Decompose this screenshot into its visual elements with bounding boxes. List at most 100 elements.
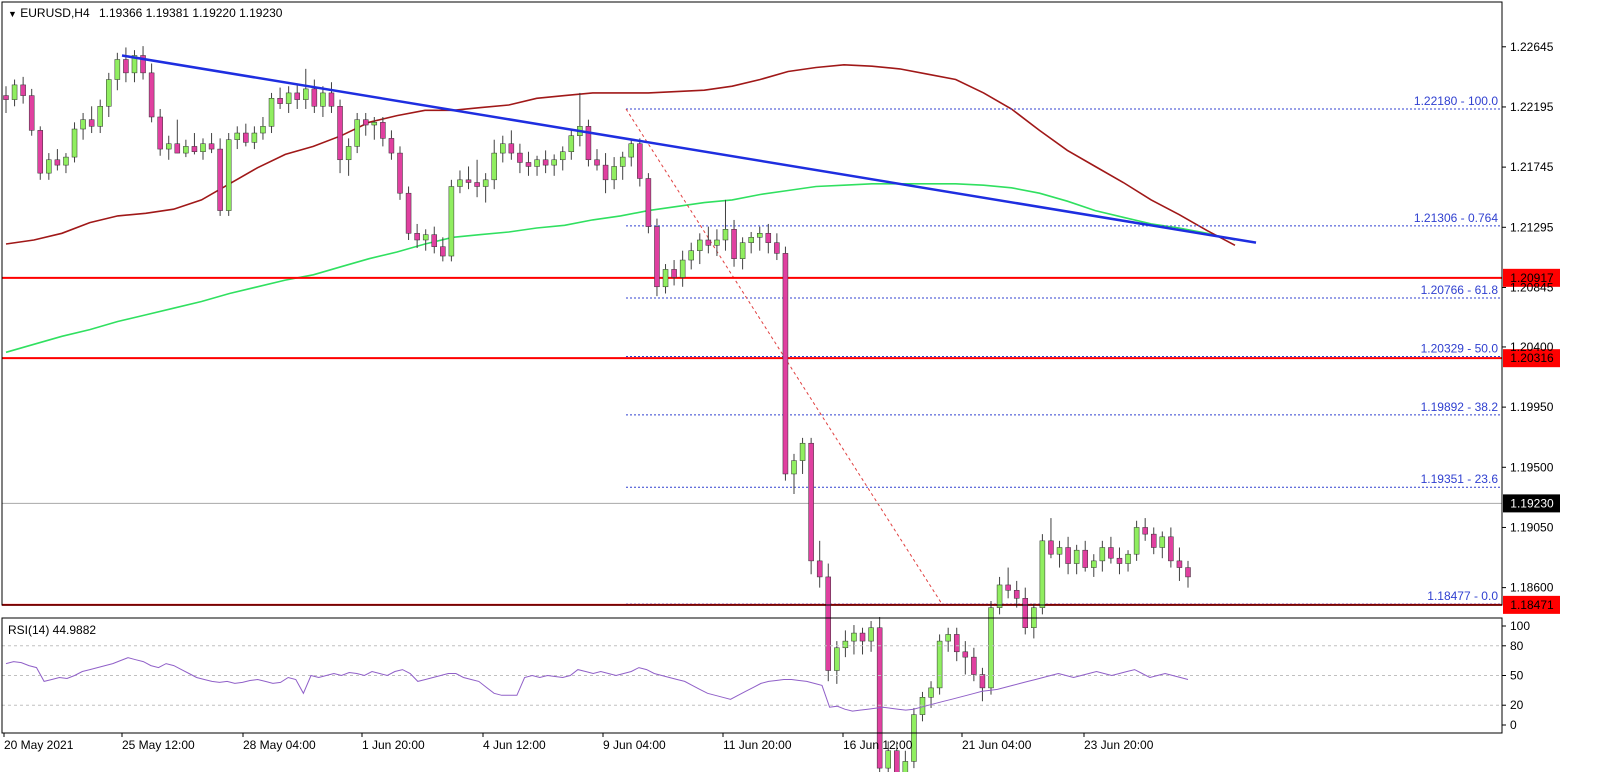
rsi-chart [2, 645, 1502, 712]
fib-label: 1.18477 - 0.0 [1427, 589, 1498, 603]
candle-body [911, 714, 917, 762]
candle-body [1176, 560, 1183, 568]
candle-body [405, 192, 412, 234]
x-tick-label: 25 May 12:00 [122, 738, 195, 752]
candle-body [816, 560, 823, 578]
candle-body [722, 229, 729, 241]
candle-body [842, 640, 849, 649]
candle-body [851, 632, 857, 642]
candle-body [165, 143, 172, 150]
x-tick-label: 20 May 2021 [4, 738, 74, 752]
candle-body [1133, 527, 1140, 555]
rsi-line [5, 657, 1189, 712]
x-tick-label: 11 Jun 20:00 [723, 738, 792, 752]
candle-body [131, 55, 138, 74]
rsi-title: RSI(14) 44.9882 [8, 623, 97, 637]
y-tick-label: 1.21295 [1510, 220, 1554, 234]
candle-body [1159, 536, 1166, 548]
x-tick-label: 9 Jun 04:00 [603, 738, 666, 752]
candle-body [294, 92, 300, 100]
candle-body [894, 750, 900, 777]
candle-body [988, 607, 994, 689]
candle-body [234, 132, 241, 140]
candle-body [748, 237, 754, 243]
candle-body [200, 143, 206, 152]
chart-header: ▼ EURUSD,H4 1.19366 1.19381 1.19220 1.19… [8, 6, 282, 20]
candle-body [1150, 533, 1157, 548]
fib-label: 1.21306 - 0.764 [1414, 211, 1498, 225]
candle-body [936, 640, 943, 689]
rsi-y-tick-label: 100 [1510, 619, 1530, 633]
candle-body [1013, 590, 1020, 599]
candle-body [183, 146, 189, 154]
candle-body [508, 143, 515, 154]
candle-body [345, 146, 352, 161]
candle-body [328, 92, 335, 107]
price-level-tag [1503, 595, 1560, 614]
rsi-y-tick-label: 80 [1510, 639, 1524, 653]
candle-body [928, 687, 934, 698]
candle-body [551, 159, 557, 166]
candle-body [225, 139, 232, 211]
candle-body [457, 179, 463, 187]
candle-body [645, 178, 652, 227]
x-tick-label: 16 Jun 12:00 [843, 738, 913, 752]
candle-body [88, 119, 95, 127]
candle-body [774, 242, 780, 254]
candle-body [500, 143, 506, 154]
candle-body [902, 761, 909, 777]
x-tick-label: 21 Jun 04:00 [962, 738, 1032, 752]
candle-body [311, 88, 318, 107]
candle-body [1073, 549, 1080, 564]
candle-body [191, 146, 198, 152]
x-tick-label: 1 Jun 20:00 [362, 738, 425, 752]
candle-body [380, 122, 386, 139]
candle-body [1065, 547, 1071, 564]
fib-label: 1.19351 - 23.6 [1421, 472, 1499, 486]
candle-body [46, 159, 52, 174]
candle-body [1039, 540, 1046, 608]
candle-body [619, 156, 626, 167]
candle-body [979, 674, 986, 689]
candle-body [971, 656, 977, 675]
candle-body [876, 627, 883, 769]
candle-body [337, 106, 343, 161]
candle-body [106, 79, 112, 107]
candle-body [834, 647, 840, 671]
y-tick-label: 1.20845 [1510, 280, 1554, 294]
candle-body [123, 59, 129, 74]
ma-red-line [5, 63, 1236, 247]
y-tick-label: 1.19950 [1510, 400, 1554, 414]
candle-body [285, 92, 292, 104]
candle-body [825, 576, 832, 671]
rsi-y-tick-label: 0 [1510, 718, 1517, 732]
fib-label: 1.20766 - 61.8 [1421, 283, 1499, 297]
candle-body [114, 59, 121, 80]
candle-body [28, 95, 35, 131]
candle-body [945, 634, 951, 642]
candle-body [80, 119, 86, 130]
candle-body [362, 119, 369, 126]
candle-body [1099, 547, 1106, 562]
candle-body [534, 159, 540, 167]
dropdown-triangle-icon[interactable]: ▼ [8, 9, 17, 19]
candle-body [799, 442, 806, 461]
candle-body [482, 179, 489, 187]
candle-body [808, 442, 814, 562]
candle-body [996, 584, 1003, 608]
candle-body [243, 132, 249, 143]
candle-body [568, 135, 575, 152]
fib-label: 1.20329 - 50.0 [1421, 341, 1499, 355]
candle-body [714, 239, 720, 246]
x-tick-label: 28 May 04:00 [243, 738, 316, 752]
candle-body [431, 234, 438, 247]
candle-body [491, 152, 497, 181]
candle-body [422, 234, 429, 241]
candle-body [885, 750, 891, 769]
candle-body [1091, 560, 1097, 568]
y-tick-label: 1.19500 [1510, 460, 1554, 474]
candle-body [594, 159, 600, 166]
candle-body [1048, 540, 1054, 555]
price-level-tag [1503, 268, 1560, 287]
candle-body [1056, 547, 1063, 555]
